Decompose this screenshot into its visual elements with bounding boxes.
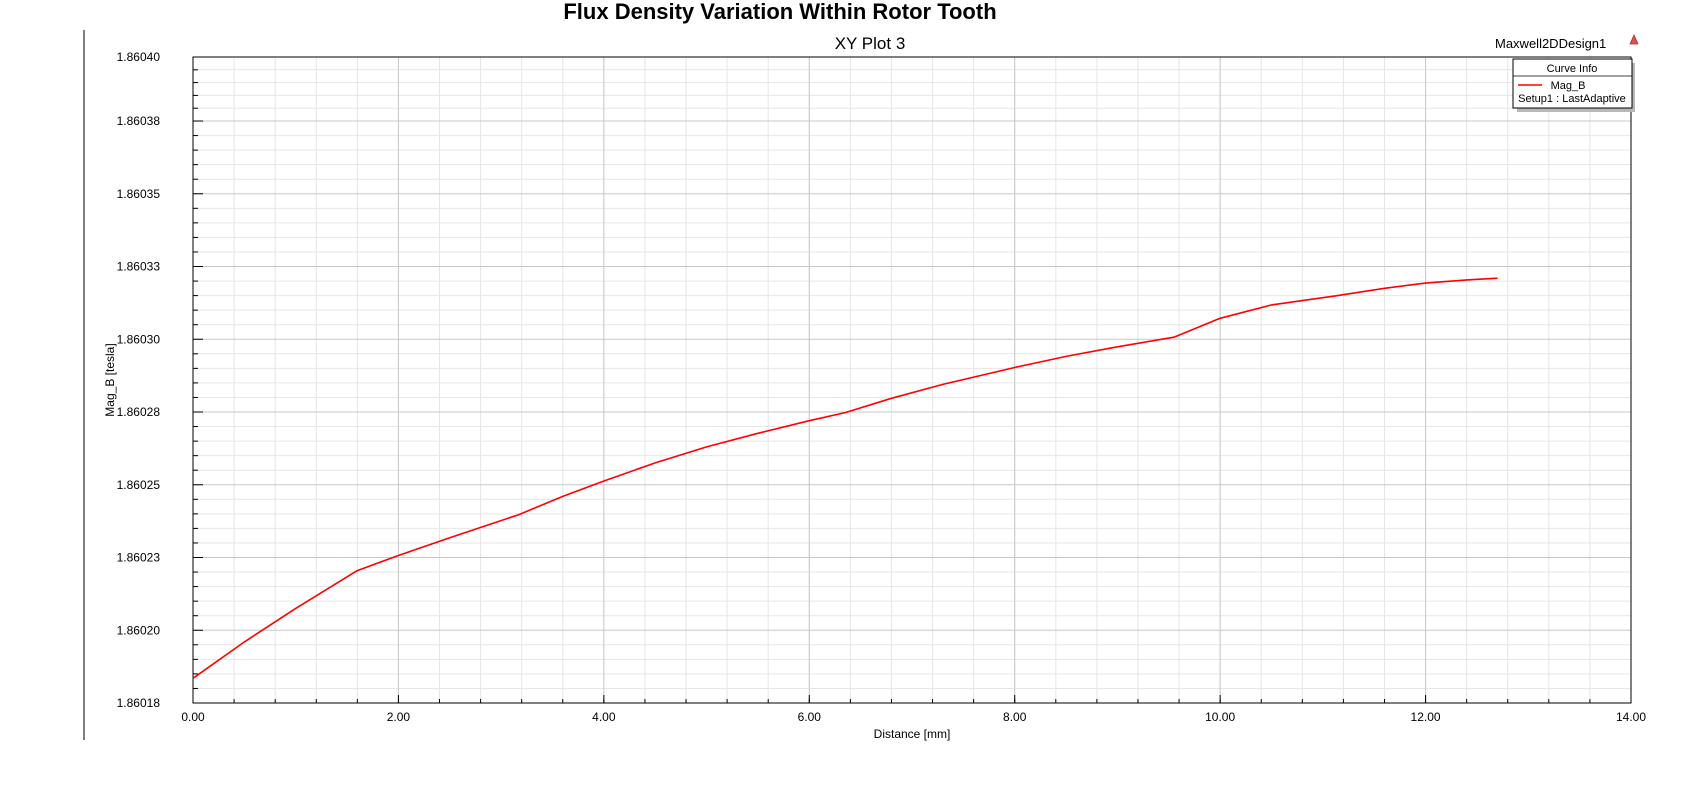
x-tick-label: 10.00	[1205, 710, 1235, 724]
y-tick-label: 1.86033	[117, 260, 161, 274]
y-tick-label: 1.86020	[117, 623, 161, 637]
y-tick-label: 1.86023	[117, 551, 161, 565]
legend-series-name: Mag_B	[1551, 80, 1586, 92]
y-tick-label: 1.86028	[117, 405, 161, 419]
page-title: Flux Density Variation Within Rotor Toot…	[563, 0, 997, 24]
x-tick-label: 14.00	[1616, 710, 1646, 724]
x-tick-label: 8.00	[1003, 710, 1027, 724]
x-tick-label: 12.00	[1411, 710, 1441, 724]
x-axis-label: Distance [mm]	[874, 727, 951, 741]
y-tick-label: 1.86040	[117, 50, 161, 64]
chart-title: XY Plot 3	[835, 34, 906, 53]
legend-frame	[1512, 58, 1633, 109]
x-tick-label: 0.00	[181, 710, 205, 724]
series-line-mag-b	[192, 277, 1498, 679]
y-tick-label: 1.86018	[117, 696, 161, 710]
x-tick-label: 2.00	[387, 710, 411, 724]
x-tick-label: 6.00	[798, 710, 822, 724]
y-tick-label: 1.86038	[117, 114, 161, 128]
legend-series-sub: Setup1 : LastAdaptive	[1518, 93, 1626, 105]
legend-box[interactable]: Curve Info Mag_B Setup1 : LastAdaptive	[1512, 58, 1635, 112]
design-name: Maxwell2DDesign1	[1495, 36, 1606, 51]
tick-labels: 0.00 2.00 4.00 6.00 8.00 10.00 12.00 14.00 1.860…	[117, 50, 1647, 724]
axis-ticks	[192, 56, 1632, 704]
y-axis-label: Mag_B [tesla]	[103, 343, 117, 416]
plot-frame	[192, 56, 1632, 704]
y-tick-label: 1.86030	[117, 332, 161, 346]
x-tick-label: 4.00	[592, 710, 616, 724]
y-tick-label: 1.86025	[117, 478, 161, 492]
ansys-logo-icon	[1629, 34, 1639, 45]
grid	[192, 56, 1632, 704]
legend-title: Curve Info	[1547, 63, 1598, 75]
y-tick-label: 1.86035	[117, 187, 161, 201]
series-layer	[192, 277, 1498, 679]
